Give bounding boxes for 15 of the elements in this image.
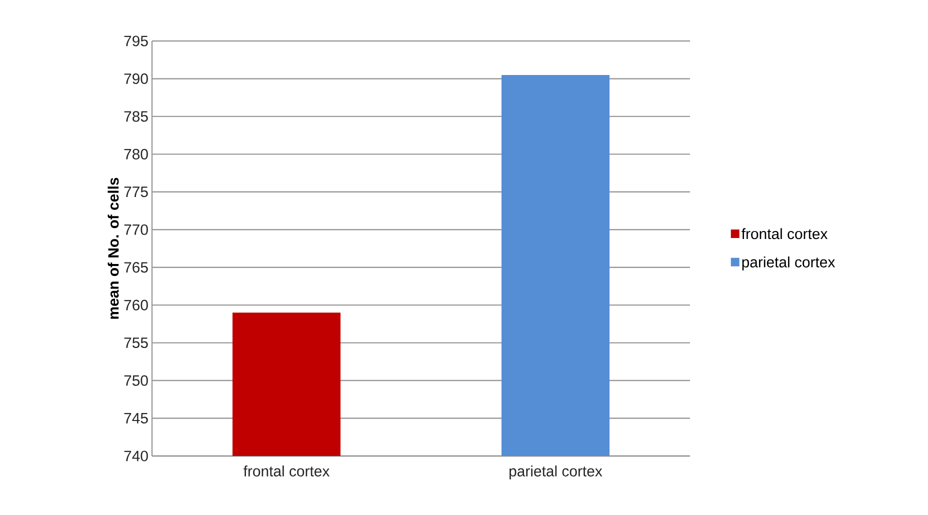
y-tick-label: 750	[124, 375, 148, 386]
y-tick-label: 740	[124, 450, 148, 462]
y-tick-label: 760	[124, 300, 148, 310]
y-tick-label: 745	[124, 413, 148, 424]
y-axis-title: mean of No. of cells	[108, 178, 119, 319]
y-tick-label: 790	[124, 73, 148, 84]
y-tick-label: 780	[124, 148, 148, 160]
y-tick-label: 775	[124, 186, 148, 198]
y-tick-label: 770	[124, 224, 148, 235]
legend-label: parietal cortex	[742, 256, 836, 270]
y-tick-label: 785	[124, 111, 148, 122]
y-tick-label: 795	[124, 36, 148, 46]
y-tick-label: 765	[124, 262, 148, 273]
legend-label: frontal cortex	[742, 228, 828, 240]
y-tick-label: 755	[124, 338, 148, 348]
